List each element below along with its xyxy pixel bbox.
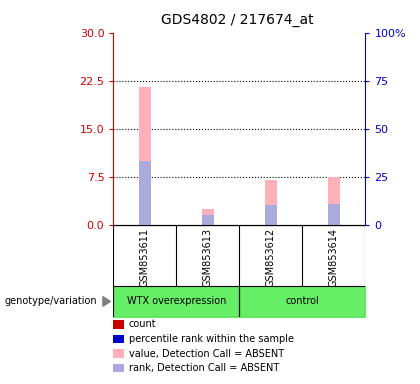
Text: genotype/variation: genotype/variation: [4, 296, 97, 306]
Bar: [139, 161, 151, 225]
Text: count: count: [129, 319, 157, 329]
Bar: [328, 177, 340, 225]
Bar: [328, 204, 340, 225]
Bar: [265, 205, 277, 225]
Text: GSM853612: GSM853612: [266, 228, 276, 287]
Text: WTX overexpression: WTX overexpression: [127, 296, 226, 306]
Text: GSM853614: GSM853614: [329, 228, 339, 287]
Text: GSM853611: GSM853611: [140, 228, 150, 287]
Text: GDS4802 / 217674_at: GDS4802 / 217674_at: [161, 13, 314, 27]
Text: GSM853613: GSM853613: [203, 228, 213, 287]
Bar: [202, 215, 214, 225]
Polygon shape: [103, 296, 110, 306]
Bar: [265, 180, 277, 225]
Text: rank, Detection Call = ABSENT: rank, Detection Call = ABSENT: [129, 363, 279, 373]
Text: control: control: [286, 296, 319, 306]
Bar: [139, 87, 151, 225]
Text: value, Detection Call = ABSENT: value, Detection Call = ABSENT: [129, 349, 284, 359]
Bar: [202, 209, 214, 225]
Text: percentile rank within the sample: percentile rank within the sample: [129, 334, 294, 344]
